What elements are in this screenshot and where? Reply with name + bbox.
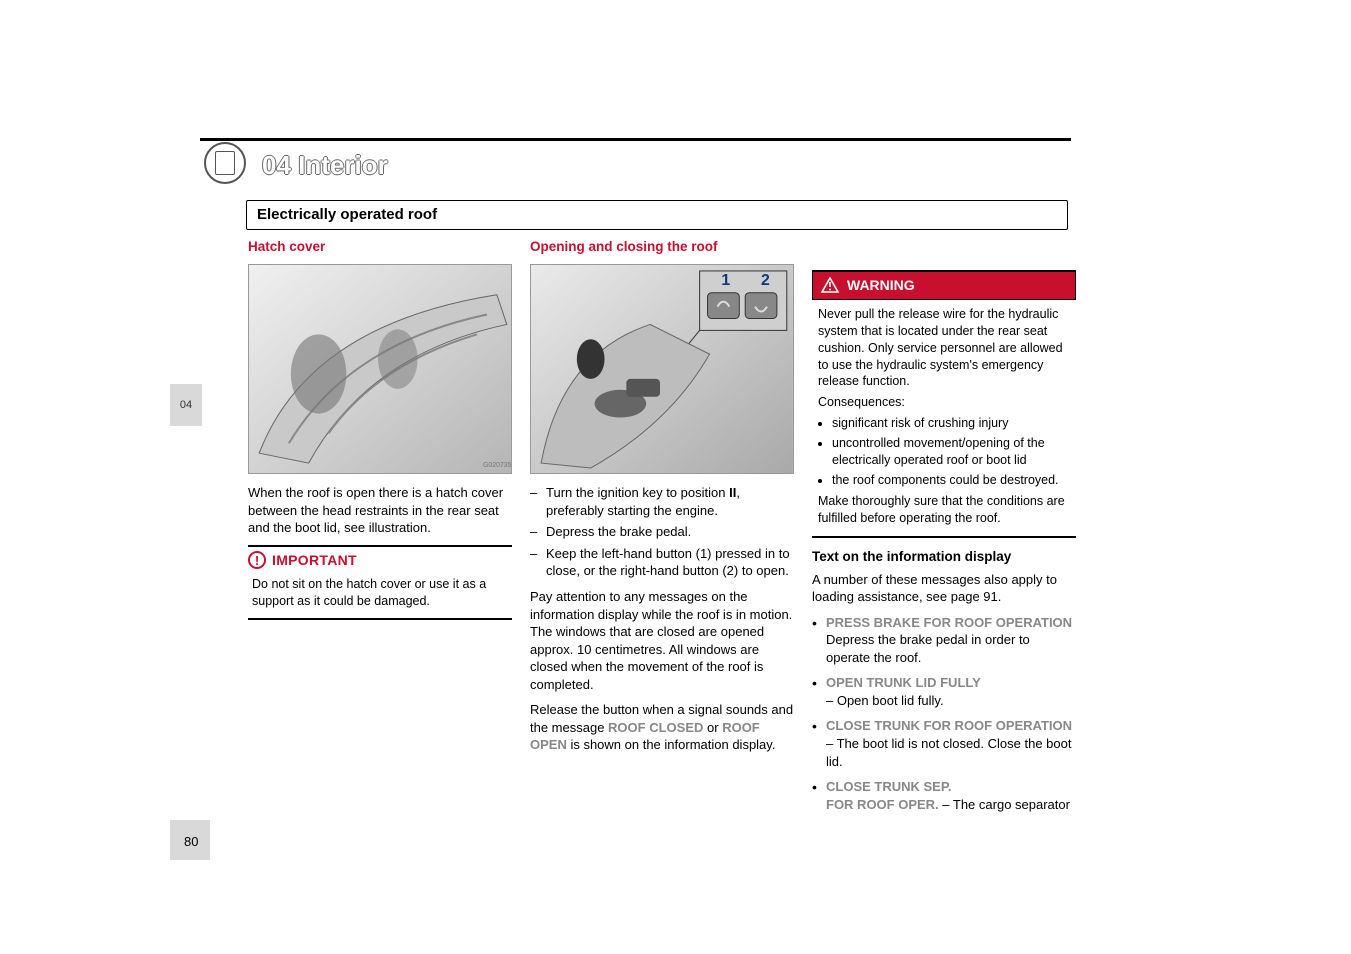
important-header: ! IMPORTANT xyxy=(248,547,512,576)
col2-figure: 1 2 xyxy=(530,264,794,474)
chapter-icon xyxy=(204,142,246,184)
chapter-title: 04 Interior xyxy=(262,148,388,183)
col1-paragraph: When the roof is open there is a hatch c… xyxy=(248,484,512,537)
col1-figure: G020735 xyxy=(248,264,512,474)
col2-para2-post: is shown on the information display. xyxy=(567,737,776,752)
page-number: 80 xyxy=(184,833,198,851)
chapter-icon-inner xyxy=(215,151,235,175)
col2-step-1: Turn the ignition key to position II, pr… xyxy=(530,484,794,519)
warning-box: WARNING Never pull the release wire for … xyxy=(812,270,1076,538)
warning-body: Never pull the release wire for the hydr… xyxy=(812,306,1076,527)
content-area: Hatch cover G020735 When the roof is ope… xyxy=(248,238,1072,821)
col1-heading: Hatch cover xyxy=(248,238,512,256)
display-msg-3-code: CLOSE TRUNK FOR ROOF OPERATION xyxy=(826,718,1072,733)
col2-para2: Release the button when a signal sounds … xyxy=(530,701,794,754)
display-msg-1-desc: Depress the brake pedal in order to oper… xyxy=(826,632,1030,665)
display-messages-list: PRESS BRAKE FOR ROOF OPERATION Depress t… xyxy=(812,614,1076,813)
warning-header: WARNING xyxy=(812,272,1076,300)
svg-text:1: 1 xyxy=(721,272,730,289)
display-msg-3-desc: The boot lid is not closed. Close the bo… xyxy=(826,736,1071,769)
text-display-heading: Text on the information display xyxy=(812,548,1076,566)
warning-consequences-label: Consequences: xyxy=(818,394,1070,411)
warning-outro: Make thoroughly sure that the conditions… xyxy=(818,493,1070,527)
warning-consequence-2: uncontrolled movement/opening of the ele… xyxy=(832,435,1070,469)
display-msg-2-code: OPEN TRUNK LID FULLY xyxy=(826,675,981,690)
col2-step-2: Depress the brake pedal. xyxy=(530,523,794,541)
display-msg-4-code-line2: FOR ROOF OPER. xyxy=(826,797,939,812)
section-title: Electrically operated roof xyxy=(257,206,437,223)
display-msg-1: PRESS BRAKE FOR ROOF OPERATION Depress t… xyxy=(812,614,1076,667)
side-tab: 04 xyxy=(170,384,202,426)
important-text: Do not sit on the hatch cover or use it … xyxy=(248,576,512,610)
side-tab-label: 04 xyxy=(180,398,192,413)
roof-buttons-illustration: 1 2 xyxy=(531,265,793,473)
svg-text:2: 2 xyxy=(761,272,770,289)
warning-label: WARNING xyxy=(847,276,915,295)
column-2: Opening and closing the roof 1 2 xyxy=(530,238,794,821)
warning-triangle-icon xyxy=(821,277,839,293)
important-icon: ! xyxy=(248,551,266,569)
col2-para1: Pay attention to any messages on the inf… xyxy=(530,588,794,693)
column-3: WARNING Never pull the release wire for … xyxy=(812,238,1076,821)
display-msg-1-code: PRESS BRAKE FOR ROOF OPERATION xyxy=(826,615,1072,630)
col2-steps: Turn the ignition key to position II, pr… xyxy=(530,484,794,580)
display-msg-4-desc: The cargo separator xyxy=(953,797,1070,812)
warning-consequence-1: significant risk of crushing injury xyxy=(832,415,1070,432)
warning-intro: Never pull the release wire for the hydr… xyxy=(818,306,1070,390)
text-display-intro: A number of these messages also apply to… xyxy=(812,571,1076,606)
col2-para2-mid: or xyxy=(703,720,722,735)
msg-roof-closed: ROOF CLOSED xyxy=(608,720,703,735)
display-msg-4-code-line1: CLOSE TRUNK SEP. xyxy=(826,779,951,794)
display-msg-2: OPEN TRUNK LID FULLY – Open boot lid ful… xyxy=(812,674,1076,709)
display-msg-3: CLOSE TRUNK FOR ROOF OPERATION – The boo… xyxy=(812,717,1076,770)
warning-consequence-3: the roof components could be destroyed. xyxy=(832,472,1070,489)
col2-step-3: Keep the left-hand button (1) pressed in… xyxy=(530,545,794,580)
figure-code: G020735 xyxy=(483,462,511,469)
col2-heading: Opening and closing the roof xyxy=(530,238,794,256)
col3-top-spacer xyxy=(812,238,1076,270)
important-label: IMPORTANT xyxy=(272,551,357,570)
column-1: Hatch cover G020735 When the roof is ope… xyxy=(248,238,512,821)
display-msg-2-desc: Open boot lid fully. xyxy=(837,693,944,708)
hatch-cover-illustration: G020735 xyxy=(249,265,511,473)
display-msg-4: CLOSE TRUNK SEP. FOR ROOF OPER. – The ca… xyxy=(812,778,1076,813)
section-title-bar: Electrically operated roof xyxy=(246,200,1068,230)
warning-consequences-list: significant risk of crushing injury unco… xyxy=(832,415,1070,489)
important-box: ! IMPORTANT Do not sit on the hatch cove… xyxy=(248,545,512,620)
